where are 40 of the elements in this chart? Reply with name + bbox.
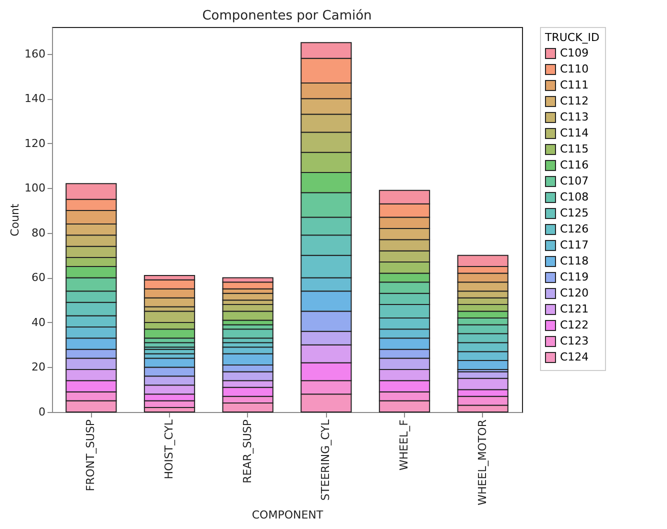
legend-label: C125 xyxy=(560,206,589,220)
x-tick-label: FRONT_SUSP xyxy=(84,419,98,492)
y-tick-label: 100 xyxy=(24,182,46,195)
legend-label: C109 xyxy=(560,46,589,60)
legend-label: C123 xyxy=(560,334,589,348)
x-tick-label: REAR_SUSP xyxy=(240,419,254,484)
legend-label: C118 xyxy=(560,254,589,268)
legend-label: C116 xyxy=(560,158,589,172)
y-tick-label: 60 xyxy=(32,271,46,284)
legend-title: TRUCK_ID xyxy=(544,31,600,44)
y-tick-label: 20 xyxy=(32,360,46,374)
legend-label: C126 xyxy=(560,222,589,236)
x-tick-label: WHEEL_F xyxy=(398,420,410,471)
legend-label: C117 xyxy=(560,238,589,252)
legend-label: C112 xyxy=(560,94,589,108)
legend-label: C120 xyxy=(560,286,589,300)
legend-label: C119 xyxy=(560,270,589,284)
bar xyxy=(222,328,274,339)
legend-label: C121 xyxy=(560,302,589,316)
y-tick-label: 80 xyxy=(32,226,46,240)
y-tick-label: 120 xyxy=(24,136,46,150)
legend-label: C114 xyxy=(560,126,589,140)
chart-title: Componentes por Camión xyxy=(202,8,372,24)
legend-label: C113 xyxy=(560,110,589,124)
x-axis-title: COMPONENT xyxy=(252,508,324,522)
x-tick-label: STEERING_CYL xyxy=(319,418,332,501)
y-tick-label: 140 xyxy=(24,92,46,106)
legend-label: C124 xyxy=(560,350,589,364)
x-tick-label: HOIST_CYL xyxy=(162,418,176,480)
y-tick-label: 160 xyxy=(24,47,46,60)
legend-label: C108 xyxy=(560,190,589,204)
legend-label: C115 xyxy=(560,142,589,156)
y-axis-title: Count xyxy=(8,202,22,236)
legend-label: C122 xyxy=(560,318,589,332)
y-tick-label: 0 xyxy=(38,406,46,418)
legend-label: C110 xyxy=(560,62,589,76)
y-tick-label: 40 xyxy=(32,316,46,329)
legend-label: C107 xyxy=(560,174,589,188)
legend-label: C111 xyxy=(560,78,589,92)
x-tick-label: WHEEL_MOTOR xyxy=(476,419,489,506)
